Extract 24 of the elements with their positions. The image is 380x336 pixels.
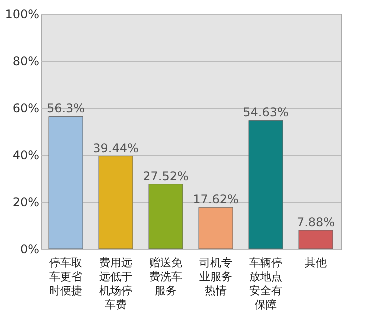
x-tick-label: 其他 [305,256,327,270]
data-label: 39.44% [93,141,139,156]
data-label: 56.3% [46,102,86,116]
data-label: 7.88% [296,215,336,230]
bar [48,116,84,250]
x-tick-label: 司机专业服务热情 [200,256,232,298]
x-tick-label: 费用远远低于机场停车费 [100,256,132,312]
bar [298,230,334,250]
bar [198,207,234,250]
data-label: 54.63% [243,106,289,120]
y-tick-label: 40% [12,148,40,162]
y-tick-label: 80% [12,54,40,68]
y-tick-label: 100% [5,8,40,22]
y-tick-label: 20% [12,196,40,210]
bar [148,184,184,250]
data-label: 27.52% [143,169,189,184]
x-tick-label: 赠送免费洗车服务 [150,256,182,298]
y-tick-label: 60% [12,102,40,116]
data-label: 17.62% [193,192,239,207]
bar [248,120,284,250]
x-tick-label: 车辆停放地点安全有保障 [250,256,282,312]
y-tick-label: 0% [20,242,40,256]
bar [98,156,134,250]
x-tick-label: 停车取车更省时便捷 [50,256,82,298]
